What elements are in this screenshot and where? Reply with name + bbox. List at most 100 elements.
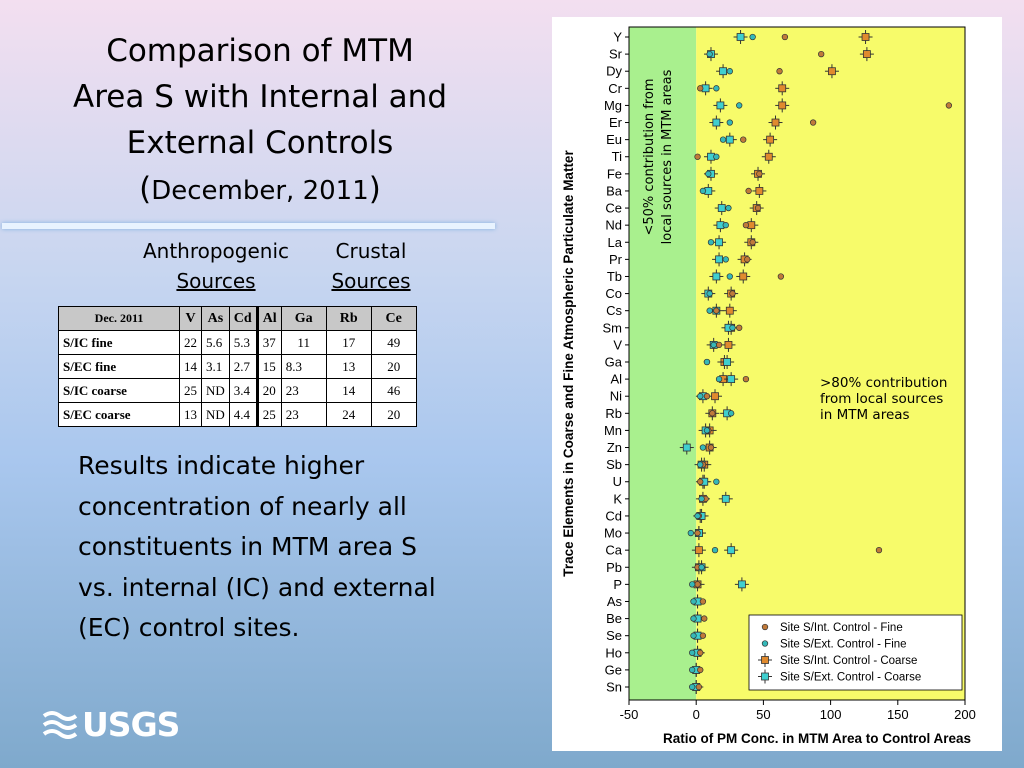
annotation-right-line3: in MTM areas [820, 407, 910, 423]
data-point-fine [706, 290, 713, 297]
data-point-fine [776, 68, 783, 75]
y-tick-label: Be [606, 611, 622, 626]
annotation-right-line2: from local sources [820, 391, 943, 407]
y-tick-label: Rb [605, 406, 622, 421]
table-cell: 20 [370, 354, 417, 379]
chart-panel: Y Sr Dy Cr Mg Er Eu Ti Fe Ba Ce Nd La Pr Tb Co Cs Sm V Ga Al… [552, 17, 1002, 751]
data-point-coarse [768, 115, 783, 130]
data-point-coarse [761, 149, 776, 164]
table-cell: 17 [325, 330, 372, 355]
legend-box [748, 614, 963, 691]
data-point-fine [729, 290, 736, 297]
data-point-fine [781, 33, 789, 41]
data-point-fine [707, 444, 715, 451]
data-point-fine [736, 102, 743, 109]
y-tick-label: Mo [604, 526, 622, 541]
y-tick-label: As [607, 594, 623, 609]
data-point-fine [713, 478, 720, 485]
table-cell: 5.3 [228, 330, 259, 355]
y-tick-label: Y [613, 30, 622, 45]
data-point-fine [875, 547, 883, 554]
data-point-fine [697, 85, 704, 92]
data-point-fine [726, 273, 733, 280]
table-cell: 20 [370, 402, 417, 427]
data-point-fine [727, 410, 735, 417]
y-tick-label: Sm [603, 320, 623, 335]
data-point-fine [695, 683, 703, 691]
y-tick-label: Sn [606, 680, 622, 695]
table-cell: 2.7 [228, 354, 259, 379]
annotation-left-line1: <50% contribution from [642, 78, 657, 235]
table-cell: 37 [256, 330, 282, 355]
data-point-fine [705, 170, 712, 177]
title-date: December, 2011 [151, 176, 369, 206]
slide-title: Comparison of MTM Area S with Internal a… [30, 28, 490, 214]
data-point-coarse [752, 183, 767, 198]
data-point-fine [699, 632, 707, 639]
data-point-coarse [736, 269, 751, 284]
legend-marker [761, 623, 769, 631]
table-row: S/EC fine 14 3.1 2.7 15 8.3 13 20 [58, 354, 417, 379]
y-tick-label: Tb [607, 269, 622, 284]
y-tick-label: Sb [606, 457, 622, 472]
data-point-fine [754, 204, 762, 212]
y-tick-label: Ga [605, 355, 623, 370]
y-tick-label: Dy [606, 64, 622, 79]
table-cell: 11 [280, 330, 327, 355]
data-point-coarse [721, 337, 736, 352]
table-cell: 15 [256, 354, 282, 379]
data-point-fine [722, 222, 729, 229]
y-tick-label: Al [610, 372, 622, 387]
y-tick-label: Ti [612, 149, 622, 164]
data-point-fine [690, 632, 697, 639]
table-header-row: Dec. 2011 V As Cd Al Ga Rb Ce [58, 306, 417, 331]
data-point-fine [740, 136, 747, 143]
data-point-coarse [712, 235, 727, 250]
y-tick-label: Sr [609, 47, 623, 62]
table-cell: 49 [370, 330, 417, 355]
table-header-cell: V [179, 306, 202, 331]
y-tick-label: Pb [606, 560, 622, 575]
y-tick-label: Ho [605, 645, 622, 660]
y-tick-label: Ni [610, 389, 622, 404]
data-point-fine [809, 119, 817, 126]
x-tick-label: -50 [620, 707, 639, 722]
table-header-cell: Al [256, 306, 282, 331]
title-line-2: Area S with Internal and [73, 79, 447, 115]
y-tick-label: Mg [604, 98, 622, 113]
summary-text: Results indicate higher concentration of… [78, 451, 436, 642]
data-point-fine [715, 375, 723, 383]
table-header-cell: Ga [280, 306, 327, 331]
data-point-fine [711, 547, 719, 554]
y-tick-label: P [613, 577, 622, 592]
data-point-fine [722, 256, 729, 263]
table-cell: 5.6 [201, 330, 230, 355]
data-point-fine [745, 187, 752, 195]
data-point-fine [694, 153, 701, 160]
data-point-fine [690, 598, 697, 605]
data-point-fine [707, 239, 715, 246]
data-point-fine [729, 324, 736, 331]
group-header-crustal: Crustal Sources [318, 236, 424, 296]
data-point-fine [697, 461, 704, 468]
data-point-fine [715, 341, 723, 349]
y-tick-label: U [613, 474, 622, 489]
data-point-fine [697, 478, 704, 485]
legend-marker [761, 640, 769, 647]
x-tick-label: 200 [954, 707, 976, 722]
table-header-cell: Dec. 2011 [58, 306, 180, 331]
data-point-coarse [859, 47, 874, 62]
y-tick-label: Pr [609, 252, 623, 267]
data-point-coarse [724, 543, 739, 558]
table-cell: 14 [179, 354, 202, 379]
table-header-cell: As [201, 306, 230, 331]
y-tick-label: Nd [605, 218, 622, 233]
x-tick-label: 50 [756, 707, 770, 722]
y-tick-label: Co [605, 286, 622, 301]
data-point-coarse [718, 491, 733, 506]
group-header-crustal-line1: Crustal [335, 239, 407, 263]
data-point-coarse [858, 30, 873, 44]
data-point-coarse [720, 355, 735, 369]
table-cell: 3.1 [201, 354, 230, 379]
usgs-wave-icon [42, 710, 78, 739]
